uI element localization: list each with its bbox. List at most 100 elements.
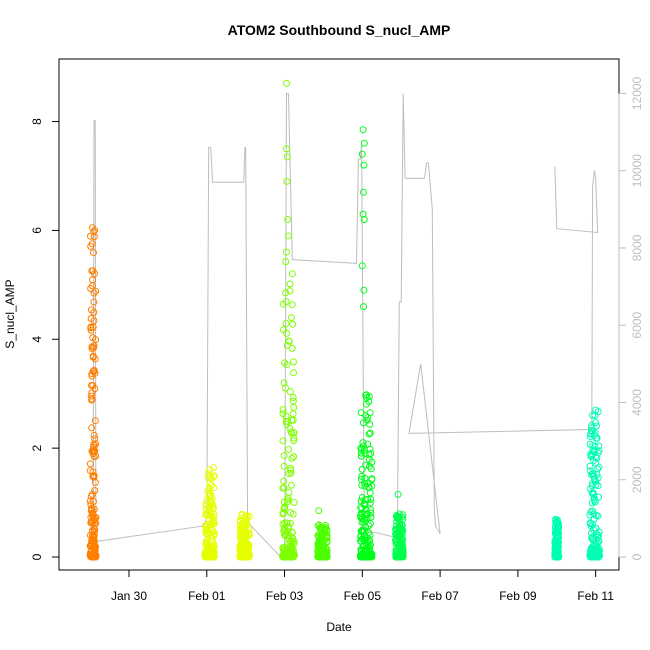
data-point: [591, 412, 599, 419]
data-point: [283, 329, 291, 337]
data-point: [288, 416, 296, 424]
data-point: [87, 242, 95, 250]
data-point: [90, 498, 97, 505]
data-point: [282, 258, 290, 266]
data-point: [283, 420, 291, 428]
data-point: [366, 429, 374, 437]
data-point: [89, 472, 97, 480]
data-point: [280, 484, 288, 492]
data-point: [592, 453, 600, 461]
data-point: [365, 398, 373, 405]
data-point: [361, 450, 369, 457]
chart-title: ATOM2 Southbound S_nucl_AMP: [228, 22, 451, 38]
data-point: [285, 337, 293, 345]
data-point: [359, 419, 367, 427]
data-point: [398, 526, 406, 534]
data-point: [592, 524, 600, 532]
data-point: [594, 465, 601, 473]
y-axis-label: S_nucl_AMP: [3, 279, 17, 348]
data-point: [392, 530, 400, 538]
data-point: [91, 528, 99, 536]
x-tick-label: Feb 07: [421, 589, 459, 603]
right-tick-label: 8000: [630, 234, 644, 261]
data-point: [286, 287, 294, 295]
data-point: [290, 369, 297, 377]
data-point: [284, 232, 292, 240]
data-point: [288, 344, 296, 352]
data-point: [552, 526, 560, 533]
data-point: [283, 553, 290, 561]
data-point: [90, 270, 98, 278]
data-point: [90, 228, 98, 236]
data-point: [289, 538, 297, 546]
data-point: [282, 412, 290, 420]
data-point: [594, 552, 602, 560]
data-point: [366, 531, 374, 539]
data-point: [290, 437, 298, 445]
data-point: [358, 526, 366, 534]
data-point: [88, 424, 96, 432]
data-series: [586, 406, 603, 561]
data-point: [357, 527, 365, 535]
data-point: [364, 495, 372, 503]
data-point: [279, 406, 287, 414]
right-tick-label: 4000: [630, 389, 644, 416]
x-axis-label: Date: [326, 620, 352, 634]
data-point: [287, 551, 295, 559]
data-point: [205, 489, 213, 497]
data-point: [290, 404, 298, 412]
data-point: [396, 551, 404, 559]
x-tick-label: Feb 05: [344, 589, 382, 603]
data-point: [586, 519, 594, 527]
data-point: [288, 528, 296, 536]
data-point: [362, 506, 370, 514]
data-point: [284, 494, 292, 502]
data-point: [361, 474, 369, 482]
data-point: [398, 521, 406, 528]
data-point: [365, 479, 372, 487]
data-point: [367, 506, 375, 514]
data-point: [393, 551, 401, 559]
data-point: [91, 487, 99, 495]
data-point: [210, 473, 218, 481]
data-point: [288, 454, 296, 462]
data-point: [285, 488, 293, 496]
data-point: [361, 479, 369, 487]
data-point: [592, 434, 600, 442]
data-point: [287, 469, 295, 477]
data-point: [590, 491, 598, 499]
data-point: [86, 460, 94, 468]
data-point: [202, 529, 210, 537]
data-point: [588, 533, 596, 541]
data-point: [553, 518, 561, 526]
data-point: [240, 551, 248, 559]
data-point: [88, 490, 96, 498]
data-point: [289, 397, 297, 405]
data-point: [358, 518, 366, 526]
data-point: [89, 450, 97, 458]
data-point: [245, 544, 253, 552]
data-point: [204, 487, 212, 495]
data-point: [91, 526, 99, 533]
data-point: [242, 531, 250, 539]
data-point: [360, 286, 368, 294]
data-point: [239, 552, 247, 560]
data-point: [208, 498, 216, 506]
data-series: [201, 464, 218, 561]
data-point: [366, 445, 374, 453]
right-tick-label: 6000: [630, 312, 644, 339]
data-point: [588, 421, 596, 429]
data-point: [288, 481, 295, 489]
data-point: [590, 472, 598, 480]
right-tick-label: 0: [630, 553, 644, 560]
data-point: [366, 520, 374, 528]
secondary-series-line: [91, 93, 599, 558]
points-layer: [86, 79, 603, 561]
data-point: [361, 536, 369, 544]
data-point: [314, 531, 322, 539]
data-point: [88, 282, 96, 290]
data-series: [551, 515, 563, 561]
data-point: [87, 552, 95, 560]
data-point: [317, 526, 325, 534]
